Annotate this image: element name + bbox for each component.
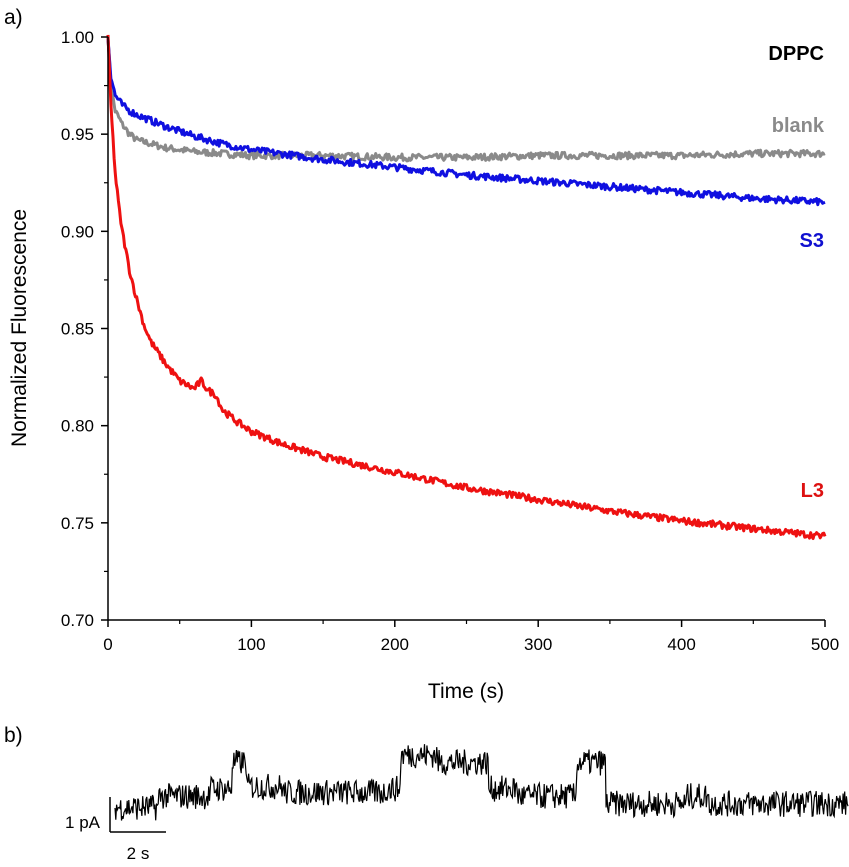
x-tick-label: 300: [524, 635, 552, 654]
current-trace: [114, 744, 849, 821]
series-lines: [106, 34, 827, 540]
series-label-s3: S3: [800, 230, 824, 252]
x-tick-label: 100: [237, 635, 265, 654]
series-label-blank: blank: [772, 115, 825, 137]
chart-title-dppc: DPPC: [768, 43, 824, 65]
current-trace-panel: 1 pA 2 s: [65, 744, 849, 863]
y-tick-label: 0.70: [61, 611, 94, 630]
series-line-l3: [106, 34, 827, 540]
y-tick-label: 1.00: [61, 28, 94, 47]
series-line-s3: [106, 38, 826, 207]
y-tick-label: 0.90: [61, 222, 94, 241]
scale-bar-current-label: 1 pA: [65, 813, 101, 832]
y-ticks: 0.70 0.75 0.80 0.85 0.90 0.95 1.00: [61, 28, 108, 630]
x-tick-label: 400: [667, 635, 695, 654]
x-tick-label: 200: [381, 635, 409, 654]
y-tick-label: 0.95: [61, 125, 94, 144]
panel-label-a: a): [4, 6, 23, 29]
scale-bar-time-label: 2 s: [127, 844, 150, 863]
y-tick-label: 0.75: [61, 514, 94, 533]
x-axis-title: Time (s): [428, 680, 504, 703]
y-tick-label: 0.85: [61, 320, 94, 339]
x-tick-label: 0: [103, 635, 112, 654]
series-line-blank: [106, 40, 826, 163]
y-tick-label: 0.80: [61, 417, 94, 436]
x-tick-label: 500: [811, 635, 839, 654]
x-ticks: 0 100 200 300 400 500: [103, 620, 839, 654]
series-label-l3: L3: [801, 480, 824, 502]
panel-label-b: b): [4, 724, 23, 747]
fluorescence-chart: 0 100 200 300 400 500 0.70 0.75 0.80 0.85 0.90 0.9…: [8, 28, 839, 703]
y-axis-title: Normalized Fluorescence: [8, 209, 31, 447]
